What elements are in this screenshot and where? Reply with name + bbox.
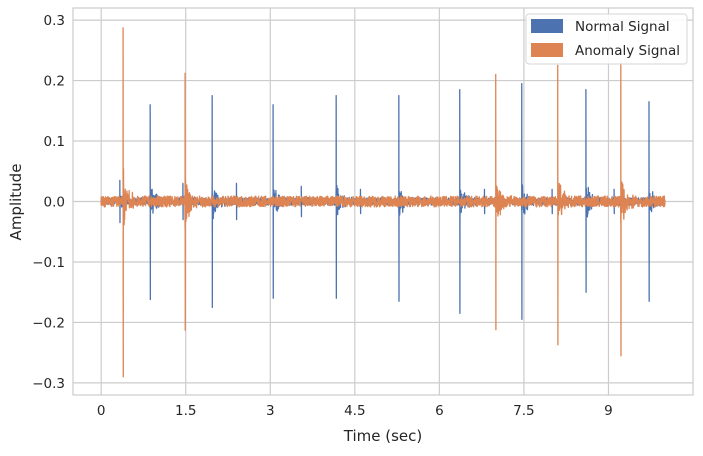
legend-swatch-anomaly — [531, 43, 563, 57]
x-axis-label: Time (sec) — [343, 427, 422, 445]
x-tick-label: 0 — [97, 403, 106, 419]
y-tick-label: −0.3 — [32, 376, 65, 392]
y-axis-label: Amplitude — [7, 164, 25, 241]
x-tick-label: 4.5 — [344, 403, 365, 419]
legend-box — [525, 13, 688, 65]
legend-swatch-normal — [531, 19, 563, 33]
x-tick-label: 1.5 — [175, 403, 196, 419]
x-tick-label: 3 — [266, 403, 275, 419]
y-tick-label: −0.1 — [32, 255, 65, 271]
plot-frame — [72, 7, 694, 396]
series-layer — [100, 27, 666, 378]
y-tick-label: 0.1 — [44, 134, 65, 150]
series-line-anomaly — [100, 27, 666, 378]
y-tick-label: 0.3 — [44, 13, 65, 29]
legend-label-anomaly: Anomaly Signal — [575, 43, 680, 59]
y-tick-label: −0.2 — [32, 315, 65, 331]
x-tick-label: 7.5 — [513, 403, 534, 419]
legend: Normal Signal Anomaly Signal — [525, 13, 688, 65]
y-tick-label: 0.0 — [44, 195, 65, 211]
x-tick-label: 6 — [435, 403, 444, 419]
legend-label-normal: Normal Signal — [575, 19, 670, 35]
y-tick-label: 0.2 — [44, 74, 65, 90]
x-tick-label: 9 — [604, 403, 613, 419]
tick-labels: 0 1.5 3 4.5 6 7.5 9 −0.3 −0.2 −0.1 0.0 0.1 0.2 0.3 — [32, 13, 613, 419]
